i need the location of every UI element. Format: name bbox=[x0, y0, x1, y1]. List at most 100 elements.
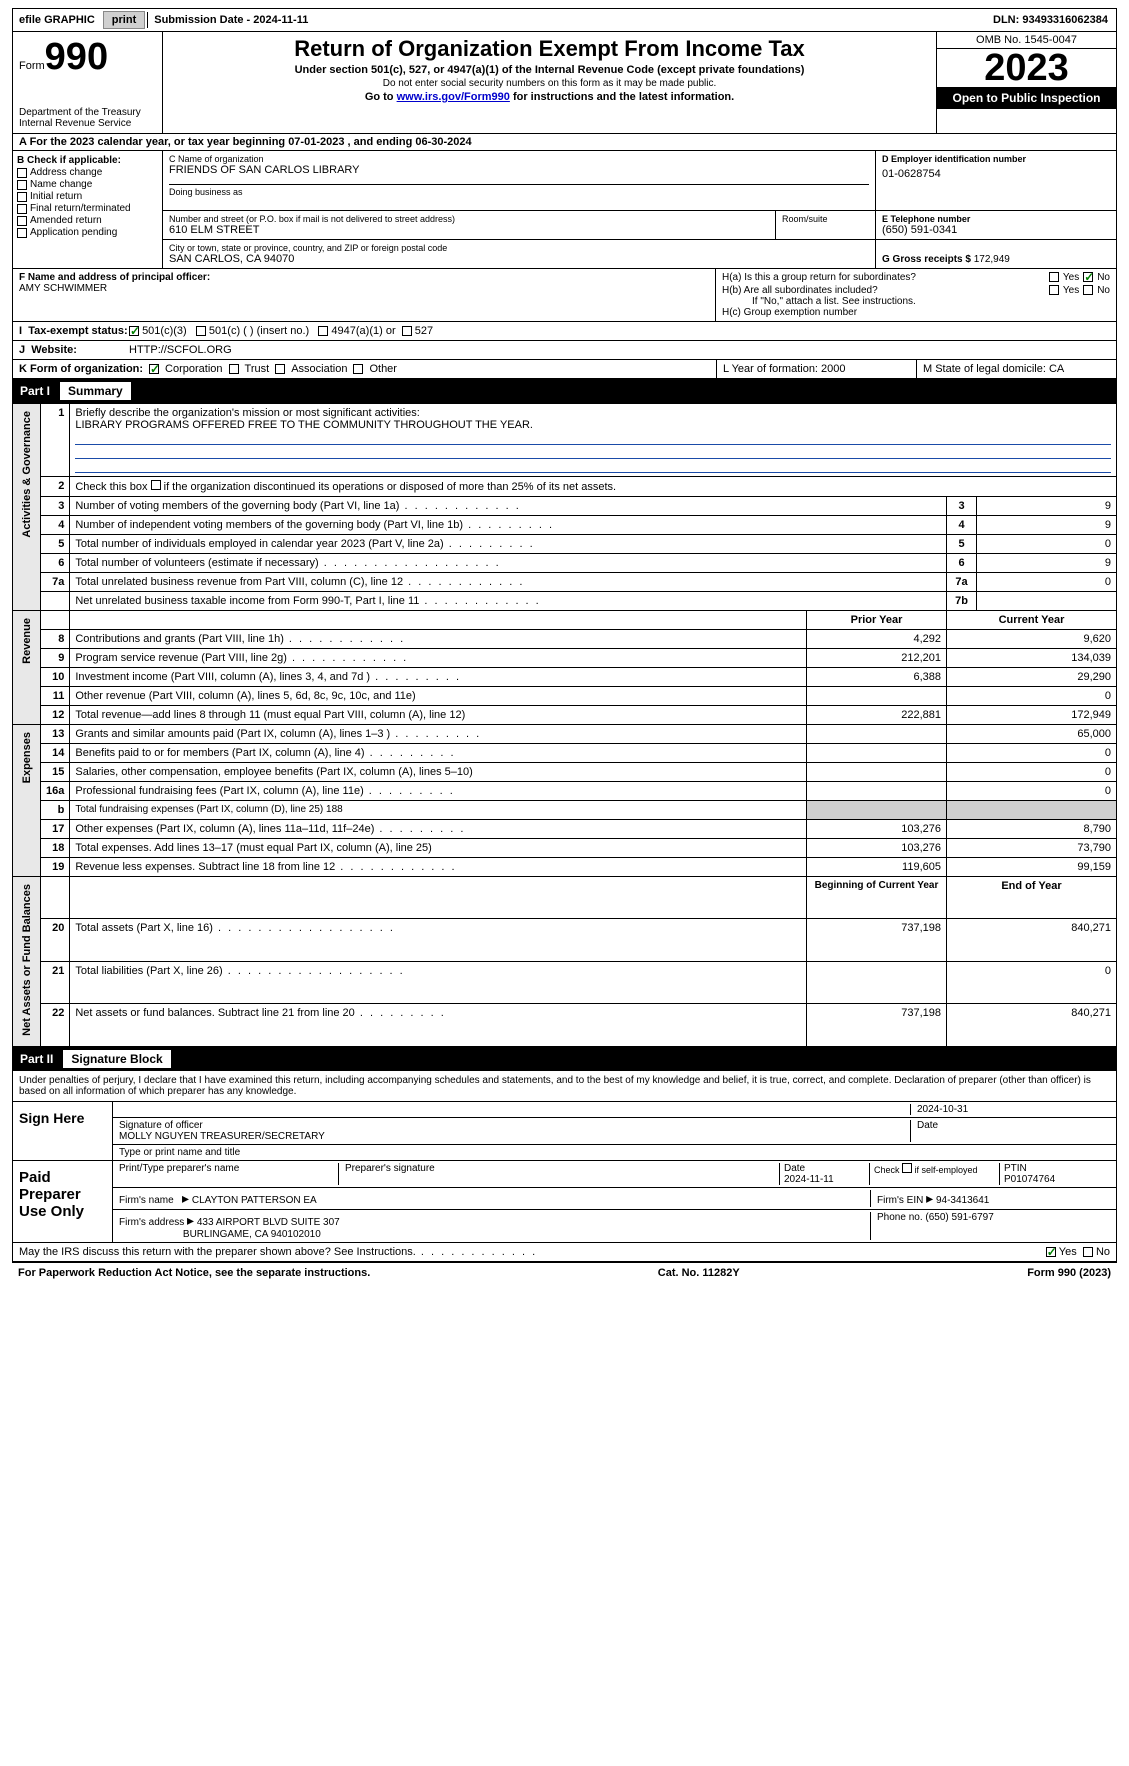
Hb-yes[interactable] bbox=[1049, 285, 1059, 295]
v4: 9 bbox=[977, 516, 1117, 535]
Ha-yes[interactable] bbox=[1049, 272, 1059, 282]
paid-preparer-label: Paid Preparer Use Only bbox=[13, 1161, 113, 1242]
chk-assoc[interactable] bbox=[275, 364, 285, 374]
chk-4947[interactable] bbox=[318, 326, 328, 336]
q1: Briefly describe the organization's miss… bbox=[75, 407, 419, 419]
form-word: Form bbox=[19, 60, 45, 72]
goto-prefix: Go to bbox=[365, 91, 397, 103]
phone: (650) 591-0341 bbox=[882, 224, 1110, 236]
v3: 9 bbox=[977, 497, 1117, 516]
org-name: FRIENDS OF SAN CARLOS LIBRARY bbox=[169, 164, 869, 176]
D-label: D Employer identification number bbox=[882, 154, 1110, 164]
goto-suffix: for instructions and the latest informat… bbox=[510, 91, 734, 103]
footer: For Paperwork Reduction Act Notice, see … bbox=[12, 1262, 1117, 1283]
form-number: 990 bbox=[45, 36, 108, 78]
q9: Program service revenue (Part VIII, line… bbox=[75, 652, 408, 664]
chk-501c-other[interactable] bbox=[196, 326, 206, 336]
chk-final[interactable] bbox=[17, 204, 27, 214]
partII-title: Signature Block bbox=[63, 1050, 170, 1068]
form-subtitle: Under section 501(c), 527, or 4947(a)(1)… bbox=[171, 64, 928, 76]
topbar: efile GRAPHIC print Submission Date - 20… bbox=[12, 8, 1117, 32]
q2: Check this box if the organization disco… bbox=[75, 481, 616, 493]
q22: Net assets or fund balances. Subtract li… bbox=[75, 1007, 445, 1019]
prior-year-hdr: Prior Year bbox=[807, 611, 947, 630]
chk-corp[interactable] bbox=[149, 364, 159, 374]
q16b: Total fundraising expenses (Part IX, col… bbox=[75, 804, 342, 815]
irs-link[interactable]: www.irs.gov/Form990 bbox=[397, 91, 510, 103]
q8: Contributions and grants (Part VIII, lin… bbox=[75, 633, 405, 645]
header-row: Form990 Department of the Treasury Inter… bbox=[12, 32, 1117, 134]
chk-501c3[interactable] bbox=[129, 326, 139, 336]
chk-trust[interactable] bbox=[229, 364, 239, 374]
paperwork-notice: For Paperwork Reduction Act Notice, see … bbox=[18, 1267, 370, 1279]
firm-addr1: 433 AIRPORT BLVD SUITE 307 bbox=[197, 1217, 340, 1228]
efile-label: efile GRAPHIC bbox=[13, 12, 101, 28]
discuss-text: May the IRS discuss this return with the… bbox=[19, 1246, 537, 1258]
mission: LIBRARY PROGRAMS OFFERED FREE TO THE COM… bbox=[75, 419, 533, 431]
Ha-label: H(a) Is this a group return for subordin… bbox=[722, 272, 1045, 283]
Hb-no[interactable] bbox=[1083, 285, 1093, 295]
row-J: J Website: HTTP://SCFOL.ORG bbox=[12, 341, 1117, 360]
partI-header: Part I Summary bbox=[12, 379, 1117, 403]
q11: Other revenue (Part VIII, column (A), li… bbox=[75, 690, 415, 702]
sign-date: 2024-10-31 bbox=[910, 1104, 1110, 1115]
prep-date-label: Date bbox=[784, 1163, 805, 1174]
ptin-label: PTIN bbox=[1004, 1163, 1027, 1174]
partI-title: Summary bbox=[60, 382, 131, 400]
chk-name[interactable] bbox=[17, 180, 27, 190]
declaration: Under penalties of perjury, I declare th… bbox=[12, 1071, 1117, 1102]
q10: Investment income (Part VIII, column (A)… bbox=[75, 671, 461, 683]
ein: 01-0628754 bbox=[882, 168, 1110, 180]
q6: Total number of volunteers (estimate if … bbox=[75, 557, 500, 569]
G-label: G Gross receipts $ bbox=[882, 254, 971, 265]
q17: Other expenses (Part IX, column (A), lin… bbox=[75, 823, 465, 835]
print-button[interactable]: print bbox=[103, 11, 145, 29]
Hc-label: H(c) Group exemption number bbox=[722, 307, 1110, 318]
firm-addr2: BURLINGAME, CA 940102010 bbox=[183, 1229, 321, 1240]
discuss-no[interactable] bbox=[1083, 1247, 1093, 1257]
q20: Total assets (Part X, line 16) bbox=[75, 922, 395, 934]
prep-date: 2024-11-11 bbox=[784, 1174, 834, 1185]
header-left: Form990 Department of the Treasury Inter… bbox=[13, 32, 163, 133]
discuss-yes[interactable] bbox=[1046, 1247, 1056, 1257]
col-B: B Check if applicable: Address change Na… bbox=[13, 151, 163, 268]
ptin: P01074764 bbox=[1004, 1174, 1055, 1185]
cat-no: Cat. No. 11282Y bbox=[658, 1267, 740, 1279]
q14: Benefits paid to or for members (Part IX… bbox=[75, 747, 455, 759]
phone-label: Phone no. bbox=[877, 1212, 923, 1223]
firm-addr-label: Firm's address bbox=[119, 1217, 184, 1228]
q21: Total liabilities (Part X, line 26) bbox=[75, 965, 404, 977]
ssn-note: Do not enter social security numbers on … bbox=[171, 78, 928, 89]
city-label: City or town, state or province, country… bbox=[169, 243, 869, 253]
type-print-label: Type or print name and title bbox=[113, 1145, 1116, 1160]
col-CDE: C Name of organization FRIENDS OF SAN CA… bbox=[163, 151, 1116, 268]
gross-receipts: 172,949 bbox=[974, 254, 1010, 265]
row-A: A For the 2023 calendar year, or tax yea… bbox=[12, 134, 1117, 151]
chk-amended[interactable] bbox=[17, 216, 27, 226]
q16a: Professional fundraising fees (Part IX, … bbox=[75, 785, 454, 797]
chk-other-org[interactable] bbox=[353, 364, 363, 374]
q3: Number of voting members of the governin… bbox=[75, 500, 520, 512]
submission-date: Submission Date - 2024-11-11 bbox=[147, 12, 314, 28]
partI-num: Part I bbox=[20, 384, 60, 398]
chk-self-employed[interactable] bbox=[902, 1163, 912, 1173]
chk-application[interactable] bbox=[17, 228, 27, 238]
prep-sig-label: Preparer's signature bbox=[339, 1163, 780, 1185]
chk-527[interactable] bbox=[402, 326, 412, 336]
form-page: Form 990 (2023) bbox=[1027, 1267, 1111, 1279]
E-label: E Telephone number bbox=[882, 214, 1110, 224]
info-block: B Check if applicable: Address change Na… bbox=[12, 151, 1117, 269]
chk-discontinued[interactable] bbox=[151, 480, 161, 490]
firm-ein: 94-3413641 bbox=[936, 1195, 989, 1206]
F-label: F Name and address of principal officer: bbox=[19, 272, 709, 283]
v5: 0 bbox=[977, 535, 1117, 554]
C-name-label: C Name of organization bbox=[169, 154, 869, 164]
dba-label: Doing business as bbox=[169, 184, 869, 197]
Ha-no[interactable] bbox=[1083, 272, 1093, 282]
chk-initial[interactable] bbox=[17, 192, 27, 202]
end-year-hdr: End of Year bbox=[947, 877, 1117, 919]
sign-here-label: Sign Here bbox=[13, 1102, 113, 1160]
open-public: Open to Public Inspection bbox=[937, 87, 1116, 109]
v7b bbox=[977, 592, 1117, 611]
chk-address[interactable] bbox=[17, 168, 27, 178]
